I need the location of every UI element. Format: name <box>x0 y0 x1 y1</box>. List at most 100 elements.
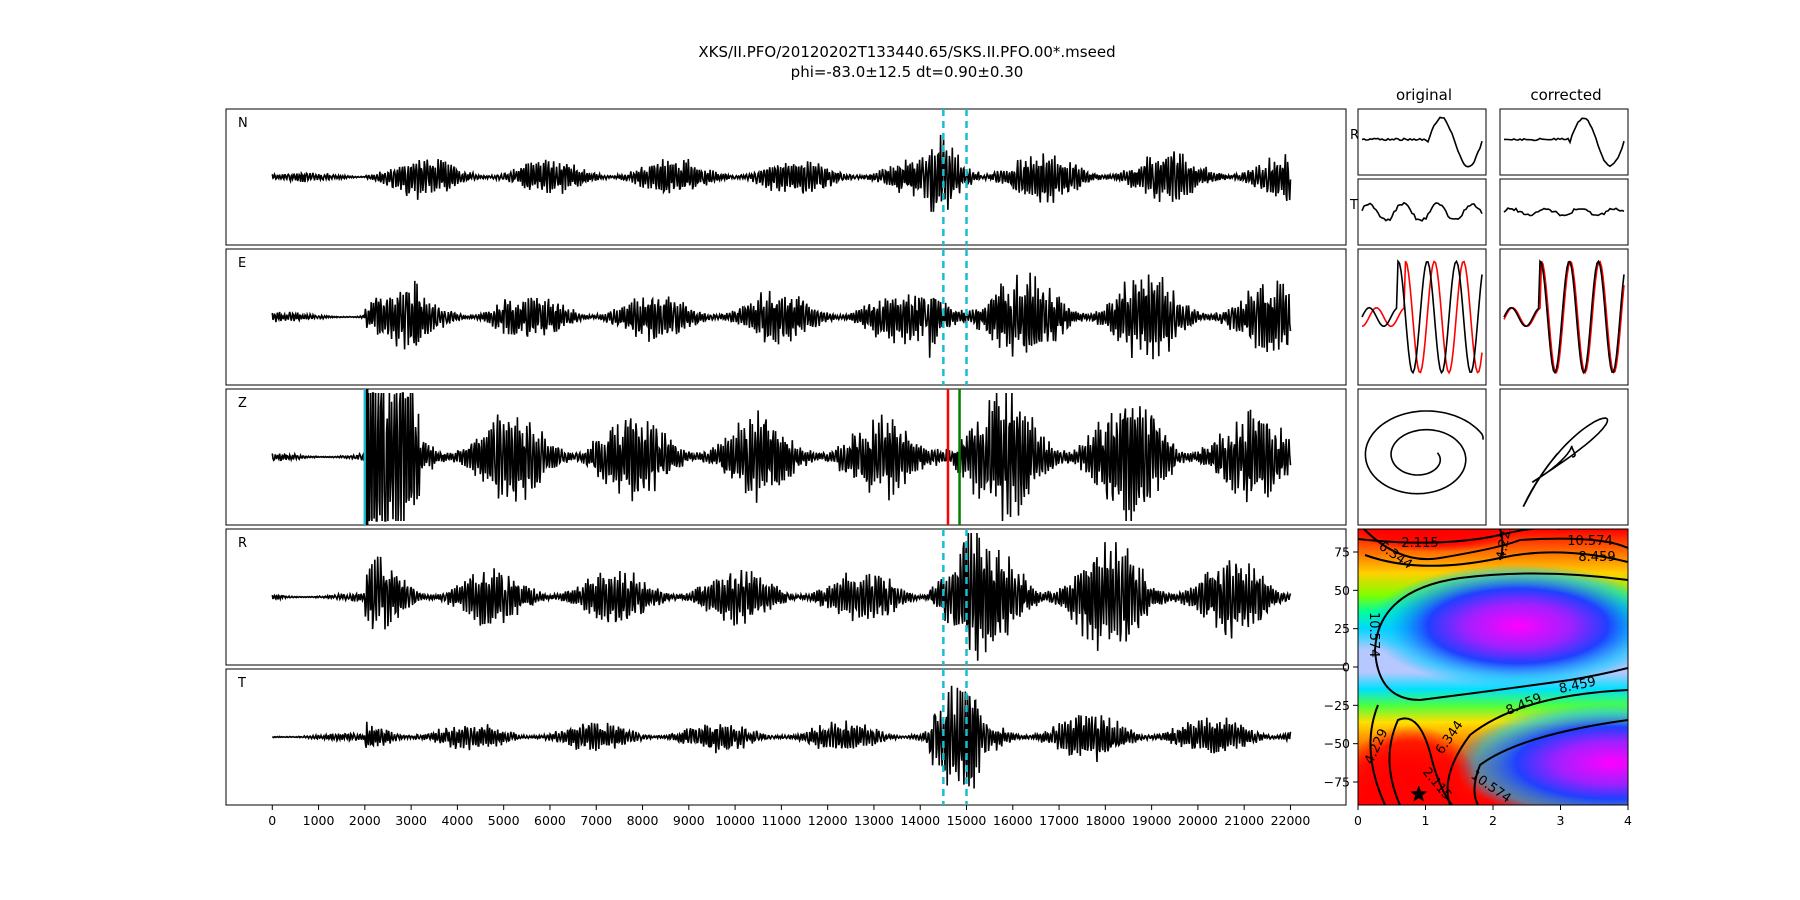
map-y-tick-label: 0 <box>1342 660 1350 675</box>
x-tick-label: 6000 <box>534 813 566 828</box>
corrected-t-trace-panel <box>1499 178 1629 246</box>
x-tick-label: 3000 <box>395 813 427 828</box>
x-tick-label: 10000 <box>715 813 755 828</box>
trace-line-r <box>271 532 1292 661</box>
trace-panel-label: Z <box>238 396 247 411</box>
original-r-trace-panel <box>1357 108 1487 176</box>
window-panels <box>1357 108 1629 526</box>
map-y-tick-label: −50 <box>1324 736 1350 751</box>
overlay-line-black <box>1361 259 1483 375</box>
small-panel-frame <box>1357 388 1487 526</box>
x-tick-label: 22000 <box>1271 813 1311 828</box>
x-tick-label: 2000 <box>349 813 381 828</box>
x-tick-label: 4000 <box>441 813 473 828</box>
title-line2: phi=-83.0±12.5 dt=0.90±0.30 <box>791 63 1024 81</box>
map-y-tick-label: 50 <box>1334 583 1350 598</box>
x-tick-label: 1000 <box>303 813 335 828</box>
contour-upper-a <box>1358 529 1560 544</box>
contour-label-2: 10.574 <box>1567 534 1613 549</box>
title-line1: XKS/II.PFO/20120202T133440.65/SKS.II.PFO… <box>698 43 1115 61</box>
trace-panel-label: T <box>237 676 246 691</box>
x-tick-label: 16000 <box>993 813 1033 828</box>
trace-line-n <box>271 134 1292 212</box>
x-tick-label: 11000 <box>761 813 801 828</box>
row-label-t: T <box>1349 198 1358 213</box>
trace-line-t <box>271 685 1292 789</box>
corrected-overlay-panel <box>1499 248 1629 386</box>
original-particle-motion-panel <box>1357 388 1487 526</box>
contour-label-1: 2.115 <box>1401 536 1438 551</box>
x-tick-label: 15000 <box>947 813 987 828</box>
overlay-line-red <box>1361 260 1483 375</box>
col-title-original: original <box>1396 86 1452 104</box>
overlay-line-red <box>1503 260 1625 375</box>
x-tick-label: 0 <box>268 813 276 828</box>
x-tick-label: 12000 <box>808 813 848 828</box>
x-tick-label: 19000 <box>1132 813 1172 828</box>
contour-lines <box>1358 529 1628 805</box>
small-panel-frame <box>1357 178 1487 246</box>
contour-upper-b <box>1363 529 1628 561</box>
x-tick-label: 17000 <box>1039 813 1079 828</box>
contour-label-6: 10.574 <box>1366 612 1381 658</box>
map-hotspot-lower <box>1358 725 1475 805</box>
trace-panel-t: T <box>225 668 1347 806</box>
x-tick-label: 21000 <box>1224 813 1264 828</box>
map-y-tick-label: −75 <box>1324 775 1350 790</box>
map-y-tick-label: 75 <box>1334 545 1350 560</box>
x-tick-label: 14000 <box>900 813 940 828</box>
best-fit-star <box>1410 785 1428 802</box>
x-tick-label: 9000 <box>673 813 705 828</box>
contour-lower-a <box>1446 689 1628 805</box>
trace-panel-e: E <box>225 248 1347 386</box>
trace-panel-label: N <box>238 116 248 131</box>
x-tick-label: 5000 <box>488 813 520 828</box>
small-trace-line <box>1361 116 1483 168</box>
original-t-trace-panel <box>1357 178 1487 246</box>
x-tick-label: 20000 <box>1178 813 1218 828</box>
small-trace-line <box>1504 117 1625 168</box>
map-x-tick-label: 3 <box>1557 813 1565 828</box>
original-overlay-panel <box>1357 248 1487 386</box>
trace-line-z <box>271 392 1292 522</box>
waveform-traces: N E Z R T <box>225 108 1347 806</box>
waveform-x-axis: 0 1000 2000 3000 4000 5000 6000 7000 8000 9000 100… <box>268 805 1310 828</box>
contour-lower-d <box>1369 704 1386 805</box>
trace-panel-label: E <box>238 256 246 271</box>
contour-left <box>1373 572 1628 702</box>
col-title-corrected: corrected <box>1530 86 1601 104</box>
contour-upper-d <box>1499 529 1504 561</box>
particle-motion-line <box>1522 417 1609 507</box>
map-y-tick-label: 25 <box>1334 621 1350 636</box>
corrected-particle-motion-panel <box>1499 388 1629 526</box>
x-tick-label: 8000 <box>627 813 659 828</box>
x-tick-label: 18000 <box>1085 813 1125 828</box>
small-panel-frame <box>1357 108 1487 176</box>
small-trace-line <box>1361 201 1483 222</box>
small-trace-line <box>1503 207 1625 217</box>
trace-panel-label: R <box>238 536 247 551</box>
map-x-tick-label: 2 <box>1489 813 1497 828</box>
particle-motion-line <box>1364 410 1484 495</box>
map-minimum-upper <box>1368 564 1628 688</box>
map-x-tick-label: 1 <box>1422 813 1430 828</box>
contour-label-5: 4.229 <box>1494 521 1515 560</box>
trace-panel-r: R <box>225 528 1347 666</box>
x-tick-label: 7000 <box>580 813 612 828</box>
map-y-tick-label: −25 <box>1324 698 1350 713</box>
corrected-r-trace-panel <box>1499 108 1629 176</box>
energy-grid-map: 2.115 10.574 8.459 6.344 4.229 10.574 8.… <box>1357 521 1629 806</box>
energy-grid-axes: 0 1 2 3 4 75 50 25 0 −25 −50 −75 <box>1324 545 1632 829</box>
trace-panel-z: Z <box>225 388 1347 526</box>
contour-lower-c <box>1388 717 1453 805</box>
contour-label-3: 8.459 <box>1578 550 1615 565</box>
contour-lower-b <box>1473 719 1628 805</box>
map-hotspot-upper <box>1358 529 1520 552</box>
x-tick-label: 13000 <box>854 813 894 828</box>
map-x-tick-label: 4 <box>1624 813 1632 828</box>
trace-panel-n: N <box>225 108 1347 246</box>
row-label-r: R <box>1350 128 1359 143</box>
trace-line-e <box>271 272 1292 360</box>
overlay-line-black <box>1503 259 1625 375</box>
